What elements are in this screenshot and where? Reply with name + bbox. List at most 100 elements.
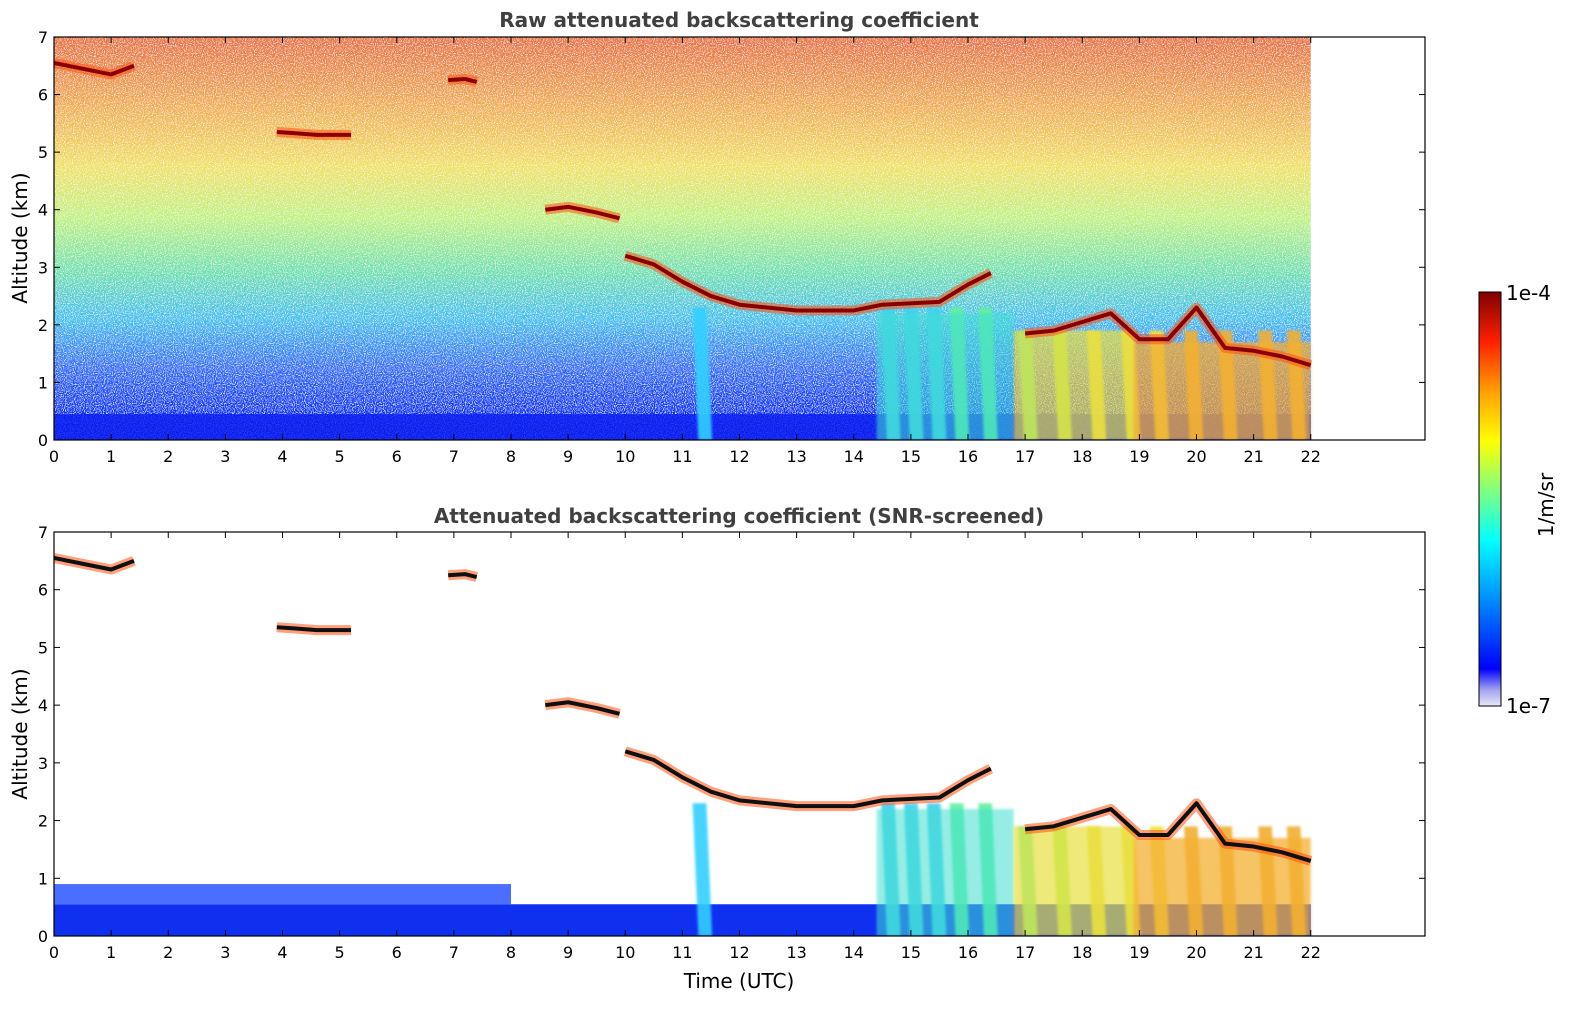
x-tick-label: 21 [1243,943,1263,962]
x-tick-label: 17 [1015,447,1035,466]
x-tick-label: 6 [392,447,402,466]
x-tick-label: 0 [49,943,59,962]
x-tick-label: 20 [1186,447,1206,466]
y-tick-label: 2 [38,812,48,831]
x-tick-label: 2 [163,447,173,466]
precip-region [1013,826,1134,936]
x-tick-label: 13 [786,447,806,466]
x-tick-label: 18 [1072,943,1092,962]
x-tick-label: 8 [506,447,516,466]
y-tick-label: 3 [38,258,48,277]
fall-streak [692,307,713,440]
y-tick-label: 6 [38,86,48,105]
colorbar-unit-label: 1/m/sr [1534,472,1558,537]
y-tick-label: 4 [38,696,48,715]
x-tick-label: 12 [729,943,749,962]
x-tick-label: 18 [1072,447,1092,466]
x-tick-label: 19 [1129,943,1149,962]
x-tick-label: 3 [220,943,230,962]
x-tick-label: 16 [958,447,978,466]
x-axis: 0 1 2 3 4 5 6 7 8 9 10 11 12 13 14 15 16 17 18 19 20 21 22 [49,37,1321,466]
chart-title: Raw attenuated backscattering coefficien… [499,8,979,32]
raw-backscatter-panel: Raw attenuated backscattering coefficien… [8,8,1426,466]
chart-title: Attenuated backscattering coefficient (S… [434,504,1044,528]
x-tick-label: 11 [672,447,692,466]
x-tick-label: 22 [1301,943,1321,962]
precip-region [1013,330,1134,440]
cloud-layer-core [624,253,992,313]
y-tick-label: 6 [38,581,48,600]
x-tick-label: 1 [106,447,116,466]
colorbar-min-label: 1e-7 [1506,694,1551,718]
x-tick-label: 17 [1015,943,1035,962]
x-tick-label: 11 [672,943,692,962]
x-tick-label: 14 [844,447,864,466]
y-tick-label: 7 [38,523,48,542]
y-tick-label: 5 [38,143,48,162]
y-tick-label: 4 [38,201,48,220]
colorbar-gradient [1478,291,1502,707]
cloud-layer-core [448,77,478,84]
x-tick-label: 7 [449,447,459,466]
x-tick-label: 15 [901,943,921,962]
y-axis: 0 1 2 3 4 5 6 7 [38,28,1425,450]
x-axis: 0 1 2 3 4 5 6 7 8 9 10 11 12 13 14 15 16 17 18 19 20 21 22 [49,532,1321,962]
x-tick-label: 10 [615,447,635,466]
x-tick-label: 13 [786,943,806,962]
y-tick-label: 7 [38,28,48,47]
x-tick-label: 8 [506,943,516,962]
y-axis-label: Altitude (km) [8,668,32,799]
x-tick-label: 15 [901,447,921,466]
x-tick-label: 1 [106,943,116,962]
cloud-layer-core [276,625,352,633]
y-axis: 0 1 2 3 4 5 6 7 [38,523,1425,946]
x-tick-label: 4 [277,943,287,962]
x-tick-label: 20 [1186,943,1206,962]
y-axis-label: Altitude (km) [8,172,32,303]
precip-region [876,809,1014,936]
snr-screened-panel: Attenuated backscattering coefficient (S… [8,504,1426,993]
x-tick-label: 14 [844,943,864,962]
colorbar: 1e-4 1e-7 1/m/sr [1478,281,1558,718]
colorbar-max-label: 1e-4 [1506,281,1551,305]
y-tick-label: 2 [38,316,48,335]
cloud-layer-core [624,749,992,809]
cloud-layer-core [54,556,135,572]
y-tick-label: 0 [38,431,48,450]
boundary-layer-top [54,884,511,905]
x-tick-label: 12 [729,447,749,466]
x-tick-label: 9 [563,943,573,962]
precip-region [876,313,1014,440]
plot-area [54,553,1313,936]
y-tick-label: 1 [38,373,48,392]
x-tick-label: 3 [220,447,230,466]
y-tick-label: 5 [38,638,48,657]
x-tick-label: 7 [449,943,459,962]
plot-area [54,37,1313,440]
fall-streak [692,803,713,936]
x-tick-label: 5 [335,447,345,466]
cloud-layer-core [54,60,135,77]
x-tick-label: 4 [277,447,287,466]
x-tick-label: 6 [392,943,402,962]
x-tick-label: 9 [563,447,573,466]
x-tick-label: 10 [615,943,635,962]
x-tick-label: 19 [1129,447,1149,466]
y-tick-label: 3 [38,754,48,773]
x-tick-label: 21 [1243,447,1263,466]
cloud-layer-core [545,700,621,716]
x-tick-label: 2 [163,943,173,962]
y-tick-label: 0 [38,927,48,946]
x-tick-label: 0 [49,447,59,466]
x-tick-label: 5 [335,943,345,962]
cloud-layer-core [276,129,352,137]
x-axis-label: Time (UTC) [683,969,795,993]
cloud-layer-core [545,204,621,221]
cloud-layer-core [1024,801,1312,863]
x-tick-label: 22 [1301,447,1321,466]
cloud-layer-core [448,572,478,579]
cloud-layer-core [1024,305,1312,368]
x-tick-label: 16 [958,943,978,962]
y-tick-label: 1 [38,869,48,888]
